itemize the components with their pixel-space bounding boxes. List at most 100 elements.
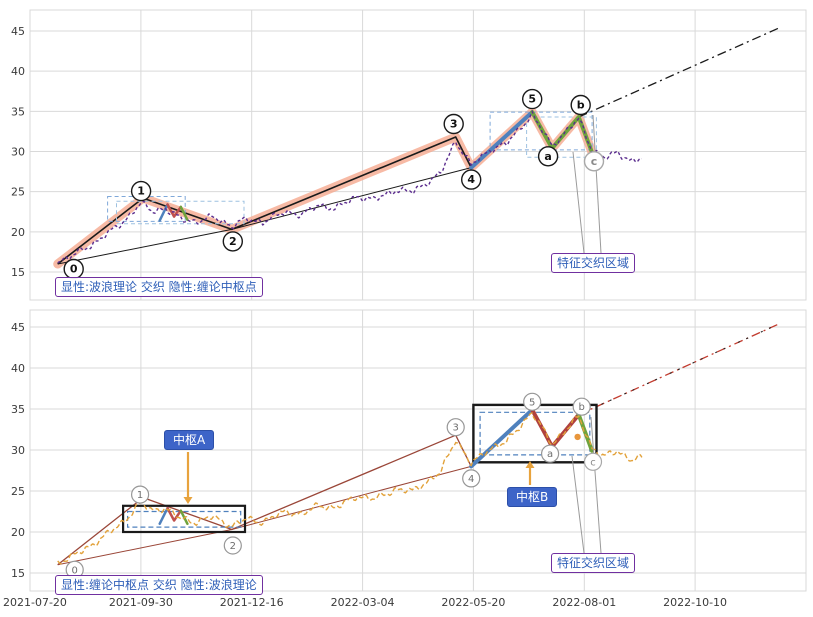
top-region-label: 特征交织区域	[551, 253, 636, 273]
wave-point-text: 3	[453, 423, 459, 434]
y-tick-label: 40	[11, 362, 25, 375]
wave-point-label: 3	[443, 113, 464, 135]
wave-point-circle	[222, 231, 244, 252]
y-tick-label: 15	[11, 266, 25, 279]
pivot-range-dashed-box	[526, 116, 597, 158]
bottom-region-label: 特征交织区域	[551, 553, 636, 573]
wave-point-circle	[583, 452, 603, 471]
leader-line	[590, 416, 602, 554]
wave-segment	[469, 110, 535, 170]
wave-segment	[166, 203, 183, 218]
wave-point-text: 4	[467, 173, 475, 186]
wave-point-text: 2	[230, 541, 236, 552]
wave-point-circle	[130, 180, 152, 202]
wave-point-circle	[572, 397, 591, 416]
leader-line	[592, 114, 602, 254]
wave-point-label: 2	[223, 536, 242, 555]
arrowhead-icon	[525, 461, 535, 468]
y-tick-label: 30	[11, 146, 25, 159]
pivot-a-button: 中枢A	[164, 430, 215, 450]
wave-point-label: c	[583, 151, 605, 172]
wave-point-label: a	[540, 444, 560, 463]
wave-point-label: a	[537, 146, 559, 167]
wave-segment	[166, 506, 183, 522]
wave-segment	[530, 110, 594, 155]
wave-point-label: 1	[130, 180, 152, 202]
y-tick-label: 25	[11, 186, 25, 199]
wave-point-label: 1	[131, 485, 150, 504]
wave-point-circle	[443, 113, 464, 135]
wave-point-text: 5	[528, 93, 536, 106]
wave-point-label: b	[570, 94, 591, 116]
wave-point-text: 2	[229, 235, 237, 248]
wave-point-text: b	[579, 402, 585, 413]
wave-point-text: a	[544, 150, 551, 163]
wave-point-text: 3	[450, 118, 458, 131]
wave-point-circle	[223, 536, 242, 555]
x-tick-label: 2021-09-30	[109, 596, 173, 609]
leader-line	[571, 455, 585, 554]
y-tick-label: 30	[11, 444, 25, 457]
wave-point-label: 4	[462, 469, 481, 488]
y-tick-label: 15	[11, 567, 25, 580]
y-tick-label: 20	[11, 226, 25, 239]
wave-point-text: c	[591, 155, 598, 168]
wave-point-text: 0	[70, 263, 78, 276]
wave-point-label: b	[572, 397, 591, 416]
leader-line	[572, 151, 585, 254]
wave-segment	[158, 506, 169, 526]
price-marker	[574, 433, 581, 441]
wave-point-label: 2	[222, 231, 244, 252]
y-tick-label: 40	[11, 65, 25, 78]
wave-point-circle	[570, 94, 591, 116]
x-tick-label: 2022-10-10	[663, 596, 727, 609]
trend-line	[578, 323, 780, 416]
wave-point-label: 0	[63, 258, 84, 280]
wave-point-text: 1	[137, 185, 145, 198]
wave-point-text: c	[590, 457, 596, 468]
wave-point-circle	[523, 392, 542, 411]
x-tick-label: 2022-03-04	[331, 596, 395, 609]
wave-point-label: 3	[446, 418, 465, 437]
pivot-range-dashed-box	[116, 200, 245, 225]
wave-point-label: c	[583, 452, 603, 471]
wave-point-circle	[540, 444, 560, 463]
y-tick-label: 45	[11, 321, 25, 334]
y-tick-label: 35	[11, 105, 25, 118]
y-tick-label: 20	[11, 526, 25, 539]
arrowhead-icon	[183, 497, 193, 504]
wave-point-text: 5	[529, 397, 535, 408]
wave-point-circle	[522, 88, 543, 110]
bottom-chart-caption: 显性:缠论中枢点 交织 隐性:波浪理论	[55, 575, 263, 595]
wave-segment	[179, 205, 189, 222]
pivot-range-dashed-box	[479, 411, 591, 456]
wave-segment	[158, 203, 169, 222]
wave-point-circle	[583, 151, 605, 172]
wave-point-label: 5	[522, 88, 543, 110]
y-tick-label: 25	[11, 485, 25, 498]
price-line	[57, 109, 642, 264]
wave-point-circle	[131, 485, 150, 504]
wave-point-circle	[462, 469, 481, 488]
trend-line	[578, 27, 780, 118]
wave-point-text: a	[547, 449, 553, 460]
wave-point-circle	[446, 418, 465, 437]
pivot-b-button: 中枢B	[507, 487, 558, 507]
top-chart-caption: 显性:波浪理论 交织 隐性:缠论中枢点	[55, 277, 263, 297]
y-tick-label: 35	[11, 403, 25, 416]
wave-point-text: 1	[137, 490, 143, 501]
y-tick-label: 45	[11, 25, 25, 38]
x-tick-label: 2021-12-16	[220, 596, 284, 609]
wave-point-text: 0	[72, 565, 78, 576]
price-line	[57, 412, 643, 565]
x-tick-label: 2022-05-20	[441, 596, 505, 609]
wave-point-circle	[537, 146, 559, 167]
wave-point-label: 5	[523, 392, 542, 411]
x-tick-label: 2021-07-20	[3, 596, 67, 609]
wave-segment	[469, 407, 535, 469]
x-tick-label: 2022-08-01	[552, 596, 616, 609]
